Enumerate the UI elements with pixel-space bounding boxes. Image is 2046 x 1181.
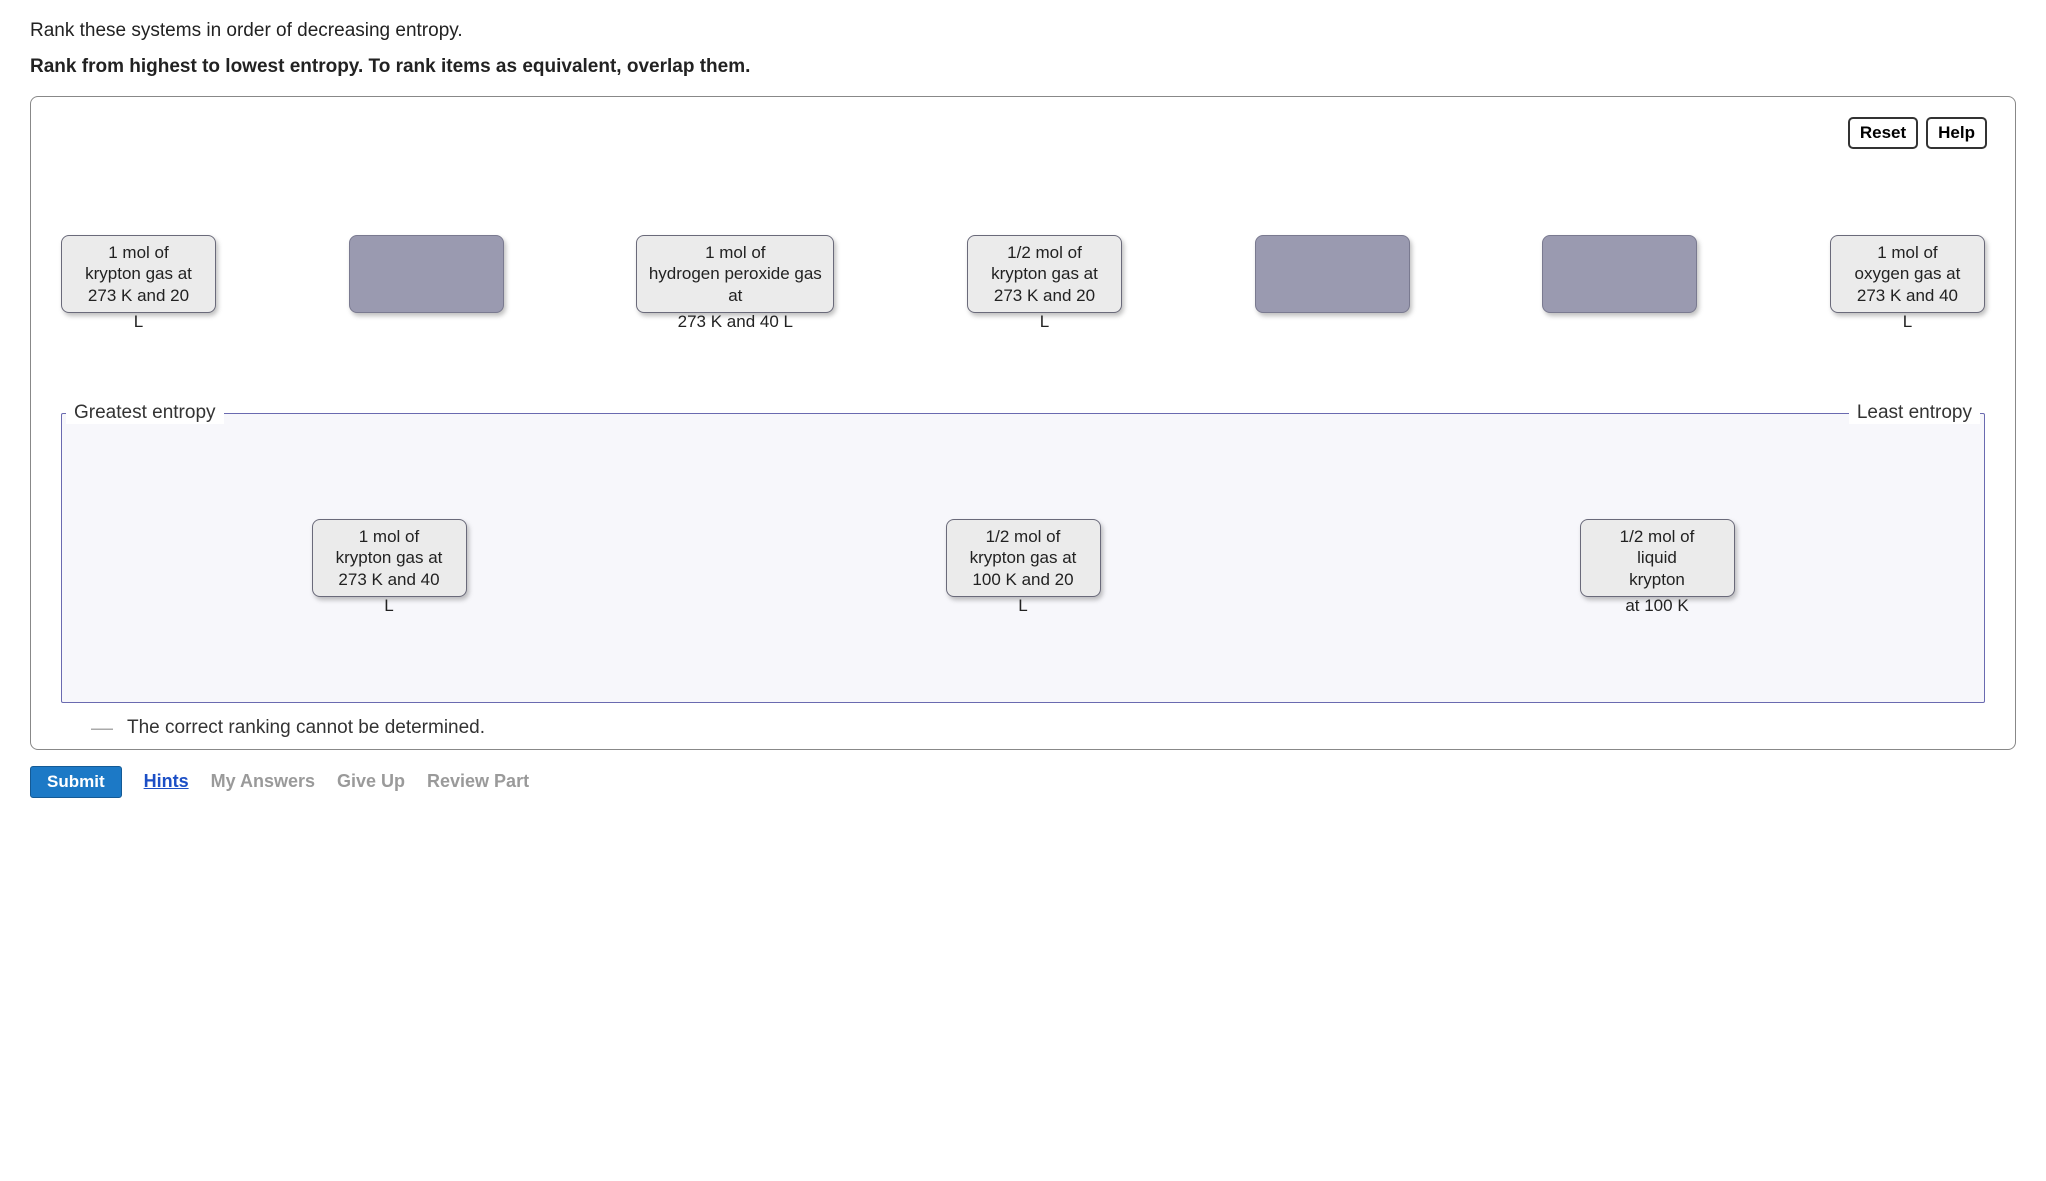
hints-link[interactable]: Hints [144,771,189,792]
card-text: 1/2 mol of krypton gas at 100 K and 20 [953,526,1094,590]
card-text-overflow: L [1831,312,1984,332]
card-text: 1/2 mol of krypton gas at 273 K and 20 [974,242,1115,306]
card-text-overflow: L [968,312,1121,332]
ranked-card[interactable]: 1/2 mol of krypton gas at 100 K and 20L [946,519,1101,597]
question-line-2: Rank from highest to lowest entropy. To … [30,56,2016,78]
ranking-drop-zone[interactable]: Greatest entropy Least entropy 1 mol of … [61,413,1985,703]
checkbox-placeholder-icon[interactable]: — [91,717,113,739]
pool-card[interactable]: 1 mol of hydrogen peroxide gas at273 K a… [636,235,834,313]
card-text: 1 mol of krypton gas at 273 K and 20 [68,242,209,306]
card-text-overflow: at 100 K [1581,596,1734,616]
give-up-link: Give Up [337,771,405,792]
ranked-card[interactable]: 1/2 mol of liquid kryptonat 100 K [1580,519,1735,597]
pool-card[interactable]: 1 mol of oxygen gas at 273 K and 40L [1830,235,1985,313]
cannot-determine-row[interactable]: — The correct ranking cannot be determin… [91,717,1985,739]
pool-card[interactable]: 1/2 mol of krypton gas at 273 K and 20L [967,235,1122,313]
ranking-panel: Reset Help 1 mol of krypton gas at 273 K… [30,96,2016,750]
card-text: 1 mol of oxygen gas at 273 K and 40 [1837,242,1978,306]
empty-slot[interactable] [1255,235,1410,313]
least-entropy-label: Least entropy [1849,402,1980,424]
reset-button[interactable]: Reset [1848,117,1918,149]
empty-slot[interactable] [349,235,504,313]
drop-zone-items: 1 mol of krypton gas at 273 K and 40L 1/2… [72,414,1974,597]
ranked-card[interactable]: 1 mol of krypton gas at 273 K and 40L [312,519,467,597]
my-answers-link: My Answers [211,771,315,792]
card-text-overflow: 273 K and 40 L [637,312,833,332]
cannot-determine-label: The correct ranking cannot be determined… [127,717,485,739]
question-line-1: Rank these systems in order of decreasin… [30,20,2016,42]
submit-button[interactable]: Submit [30,766,122,798]
card-pool: 1 mol of krypton gas at 273 K and 20L1 m… [61,235,1985,313]
card-text: 1 mol of hydrogen peroxide gas at [643,242,827,306]
greatest-entropy-label: Greatest entropy [66,402,224,424]
empty-slot[interactable] [1542,235,1697,313]
toolbar: Reset Help [1848,117,1987,149]
pool-card[interactable]: 1 mol of krypton gas at 273 K and 20L [61,235,216,313]
review-part-link: Review Part [427,771,529,792]
card-text-overflow: L [62,312,215,332]
card-text-overflow: L [313,596,466,616]
help-button[interactable]: Help [1926,117,1987,149]
action-bar: Submit Hints My Answers Give Up Review P… [30,766,2016,798]
card-text-overflow: L [947,596,1100,616]
card-text: 1 mol of krypton gas at 273 K and 40 [319,526,460,590]
card-text: 1/2 mol of liquid krypton [1587,526,1728,590]
